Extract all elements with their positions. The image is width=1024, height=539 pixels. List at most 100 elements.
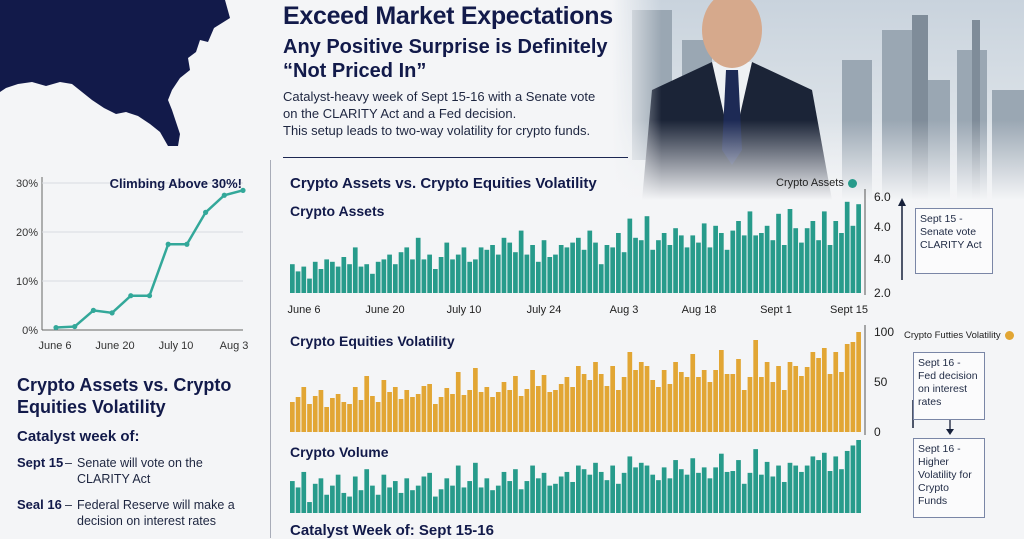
line-point — [221, 192, 227, 198]
bar — [473, 259, 478, 293]
bar — [352, 387, 358, 432]
bar — [598, 264, 604, 293]
bar — [604, 480, 610, 513]
bar — [747, 211, 753, 293]
bar — [398, 252, 404, 293]
bar — [415, 237, 421, 293]
x-tick-label: Sept 1 — [760, 304, 792, 316]
bar — [764, 362, 770, 432]
bar — [638, 462, 644, 513]
bar — [444, 242, 450, 293]
bar — [433, 496, 438, 513]
bar — [375, 402, 381, 432]
bar — [478, 487, 484, 513]
bar — [701, 370, 707, 432]
line-annotation: Climbing Above 30%! — [110, 176, 242, 191]
catalyst-date: Seal 16 — [17, 497, 62, 512]
bar — [450, 485, 455, 514]
bar — [593, 242, 598, 293]
intro-line: This setup leads to two-way volatility f… — [283, 123, 591, 138]
bar — [770, 476, 776, 513]
bar — [581, 249, 587, 293]
bar — [719, 453, 724, 513]
bar — [810, 456, 816, 514]
bar — [804, 367, 810, 432]
bar — [799, 376, 804, 432]
bar — [598, 471, 604, 513]
bar — [524, 389, 530, 432]
catalyst-item: Seal 16 – Federal Reserve will make a de… — [17, 497, 247, 531]
bar — [610, 366, 616, 432]
bar — [593, 362, 598, 432]
bar — [730, 230, 736, 293]
bar — [364, 469, 370, 513]
line-point — [203, 209, 209, 215]
bar — [324, 259, 330, 293]
line-point — [109, 310, 115, 316]
header-divider — [283, 157, 628, 158]
bar — [295, 397, 301, 432]
bar — [461, 247, 467, 293]
bar — [450, 259, 455, 293]
legend-label: Crypto Futties Volatility — [904, 330, 1001, 341]
bar — [707, 382, 713, 432]
bar — [781, 245, 787, 293]
bar — [816, 240, 821, 293]
bar — [667, 384, 673, 432]
bar — [495, 485, 501, 514]
legend-dot-icon — [847, 178, 857, 188]
bar — [347, 264, 352, 293]
y-tick-label: 4.0 — [874, 220, 891, 234]
bar — [318, 478, 324, 513]
bar — [719, 350, 724, 432]
speaker-photo — [612, 0, 1024, 200]
bar — [358, 490, 364, 513]
bar — [507, 242, 513, 293]
bar — [850, 225, 856, 293]
bar — [455, 372, 461, 432]
bar — [673, 460, 678, 513]
bar — [736, 359, 741, 432]
bar — [696, 242, 701, 293]
bar — [535, 478, 541, 513]
bar — [427, 472, 432, 513]
bar — [564, 377, 570, 432]
legend-dot-icon — [1004, 330, 1014, 340]
catalyst-text: Federal Reserve will make a decision on … — [77, 498, 235, 528]
bar — [370, 273, 375, 293]
bar — [678, 235, 684, 293]
bar — [776, 213, 781, 293]
bar — [759, 474, 764, 514]
bar — [719, 233, 724, 293]
y-tick-label: 100 — [874, 325, 894, 339]
bar — [564, 471, 570, 513]
bar — [736, 460, 741, 513]
bar — [650, 474, 656, 514]
bar — [690, 235, 696, 293]
bar — [295, 487, 301, 513]
bar — [530, 465, 535, 513]
bar — [553, 390, 558, 432]
bar — [341, 492, 347, 514]
bar — [810, 352, 816, 432]
legend-label: Crypto Assets — [776, 177, 844, 189]
bar — [776, 366, 781, 432]
bar — [421, 259, 427, 293]
bar — [564, 247, 570, 293]
bar — [747, 377, 753, 432]
bar — [644, 216, 650, 293]
y-tick-label: 50 — [874, 375, 888, 389]
bar — [547, 485, 553, 514]
bar — [839, 372, 844, 432]
bar — [513, 469, 518, 513]
bar — [821, 211, 827, 293]
bar — [747, 472, 753, 513]
x-tick-label: Aug 18 — [682, 304, 717, 316]
line-point — [184, 241, 190, 247]
bar — [770, 240, 776, 293]
bar — [381, 259, 387, 293]
bar — [781, 481, 787, 513]
y-tick-label: 6.0 — [874, 190, 891, 204]
bar — [421, 386, 427, 432]
bar — [530, 370, 535, 432]
